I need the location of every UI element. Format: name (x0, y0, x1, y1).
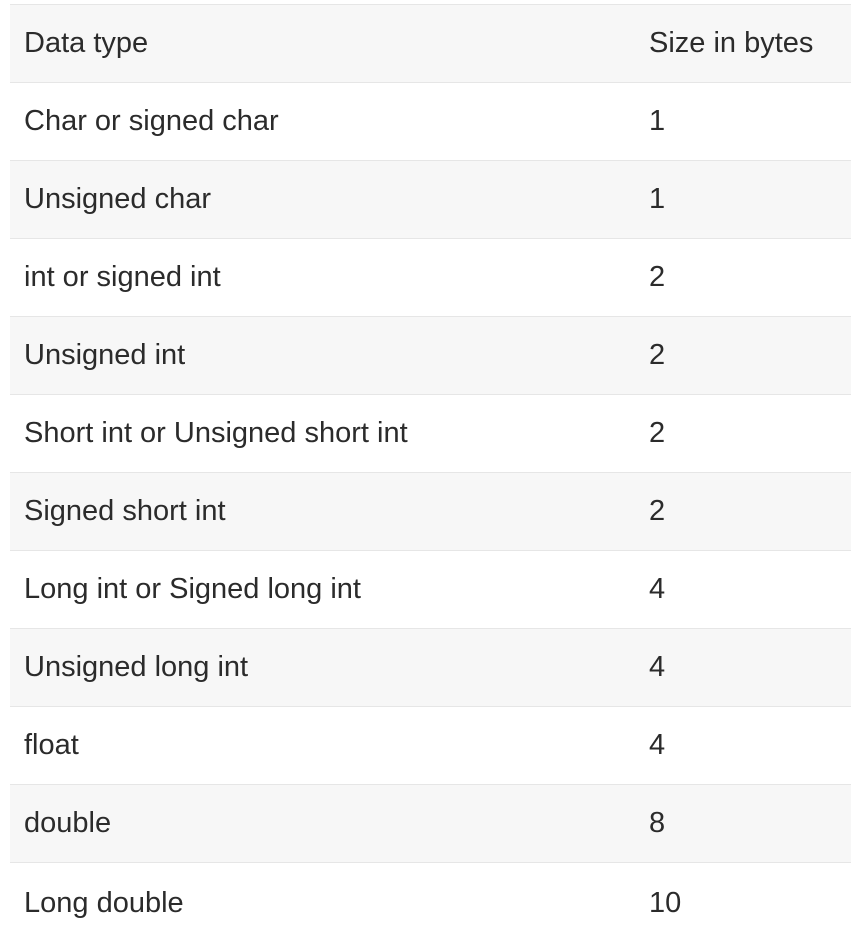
size-cell: 2 (649, 495, 666, 527)
data-type-cell: Unsigned int (24, 339, 186, 371)
data-type-cell: double (24, 807, 112, 839)
data-type-cell: Long int or Signed long int (24, 573, 361, 605)
header-data-type: Data type (24, 27, 149, 59)
size-cell: 2 (649, 261, 666, 293)
header-size-in-bytes: Size in bytes (649, 27, 814, 59)
table-row: int or signed int 2 (10, 239, 851, 317)
size-cell: 4 (649, 729, 666, 761)
table-row: Unsigned char 1 (10, 161, 851, 239)
table-row: Short int or Unsigned short int 2 (10, 395, 851, 473)
table-row: double 8 (10, 785, 851, 863)
size-cell: 4 (649, 651, 666, 683)
table-row: Unsigned int 2 (10, 317, 851, 395)
data-type-cell: float (24, 729, 79, 761)
table-row: Char or signed char 1 (10, 83, 851, 161)
size-cell: 1 (649, 105, 666, 137)
table-row: Signed short int 2 (10, 473, 851, 551)
size-cell: 2 (649, 417, 666, 449)
data-type-cell: Char or signed char (24, 105, 279, 137)
data-type-size-table: Data type Size in bytes Char or signed c… (10, 4, 851, 943)
size-cell: 4 (649, 573, 666, 605)
data-type-cell: Long double (24, 886, 184, 919)
table-row: Unsigned long int 4 (10, 629, 851, 707)
size-cell: 10 (649, 886, 682, 919)
data-type-cell: Unsigned long int (24, 651, 249, 683)
table-row: Long int or Signed long int 4 (10, 551, 851, 629)
table-row: Long double 10 (10, 863, 851, 943)
data-type-cell: Unsigned char (24, 183, 211, 215)
size-cell: 1 (649, 183, 666, 215)
data-type-cell: Short int or Unsigned short int (24, 417, 408, 449)
size-cell: 8 (649, 807, 666, 839)
table-header-row: Data type Size in bytes (10, 5, 851, 83)
table-row: float 4 (10, 707, 851, 785)
size-cell: 2 (649, 339, 666, 371)
data-type-cell: Signed short int (24, 495, 226, 527)
data-type-cell: int or signed int (24, 261, 221, 293)
